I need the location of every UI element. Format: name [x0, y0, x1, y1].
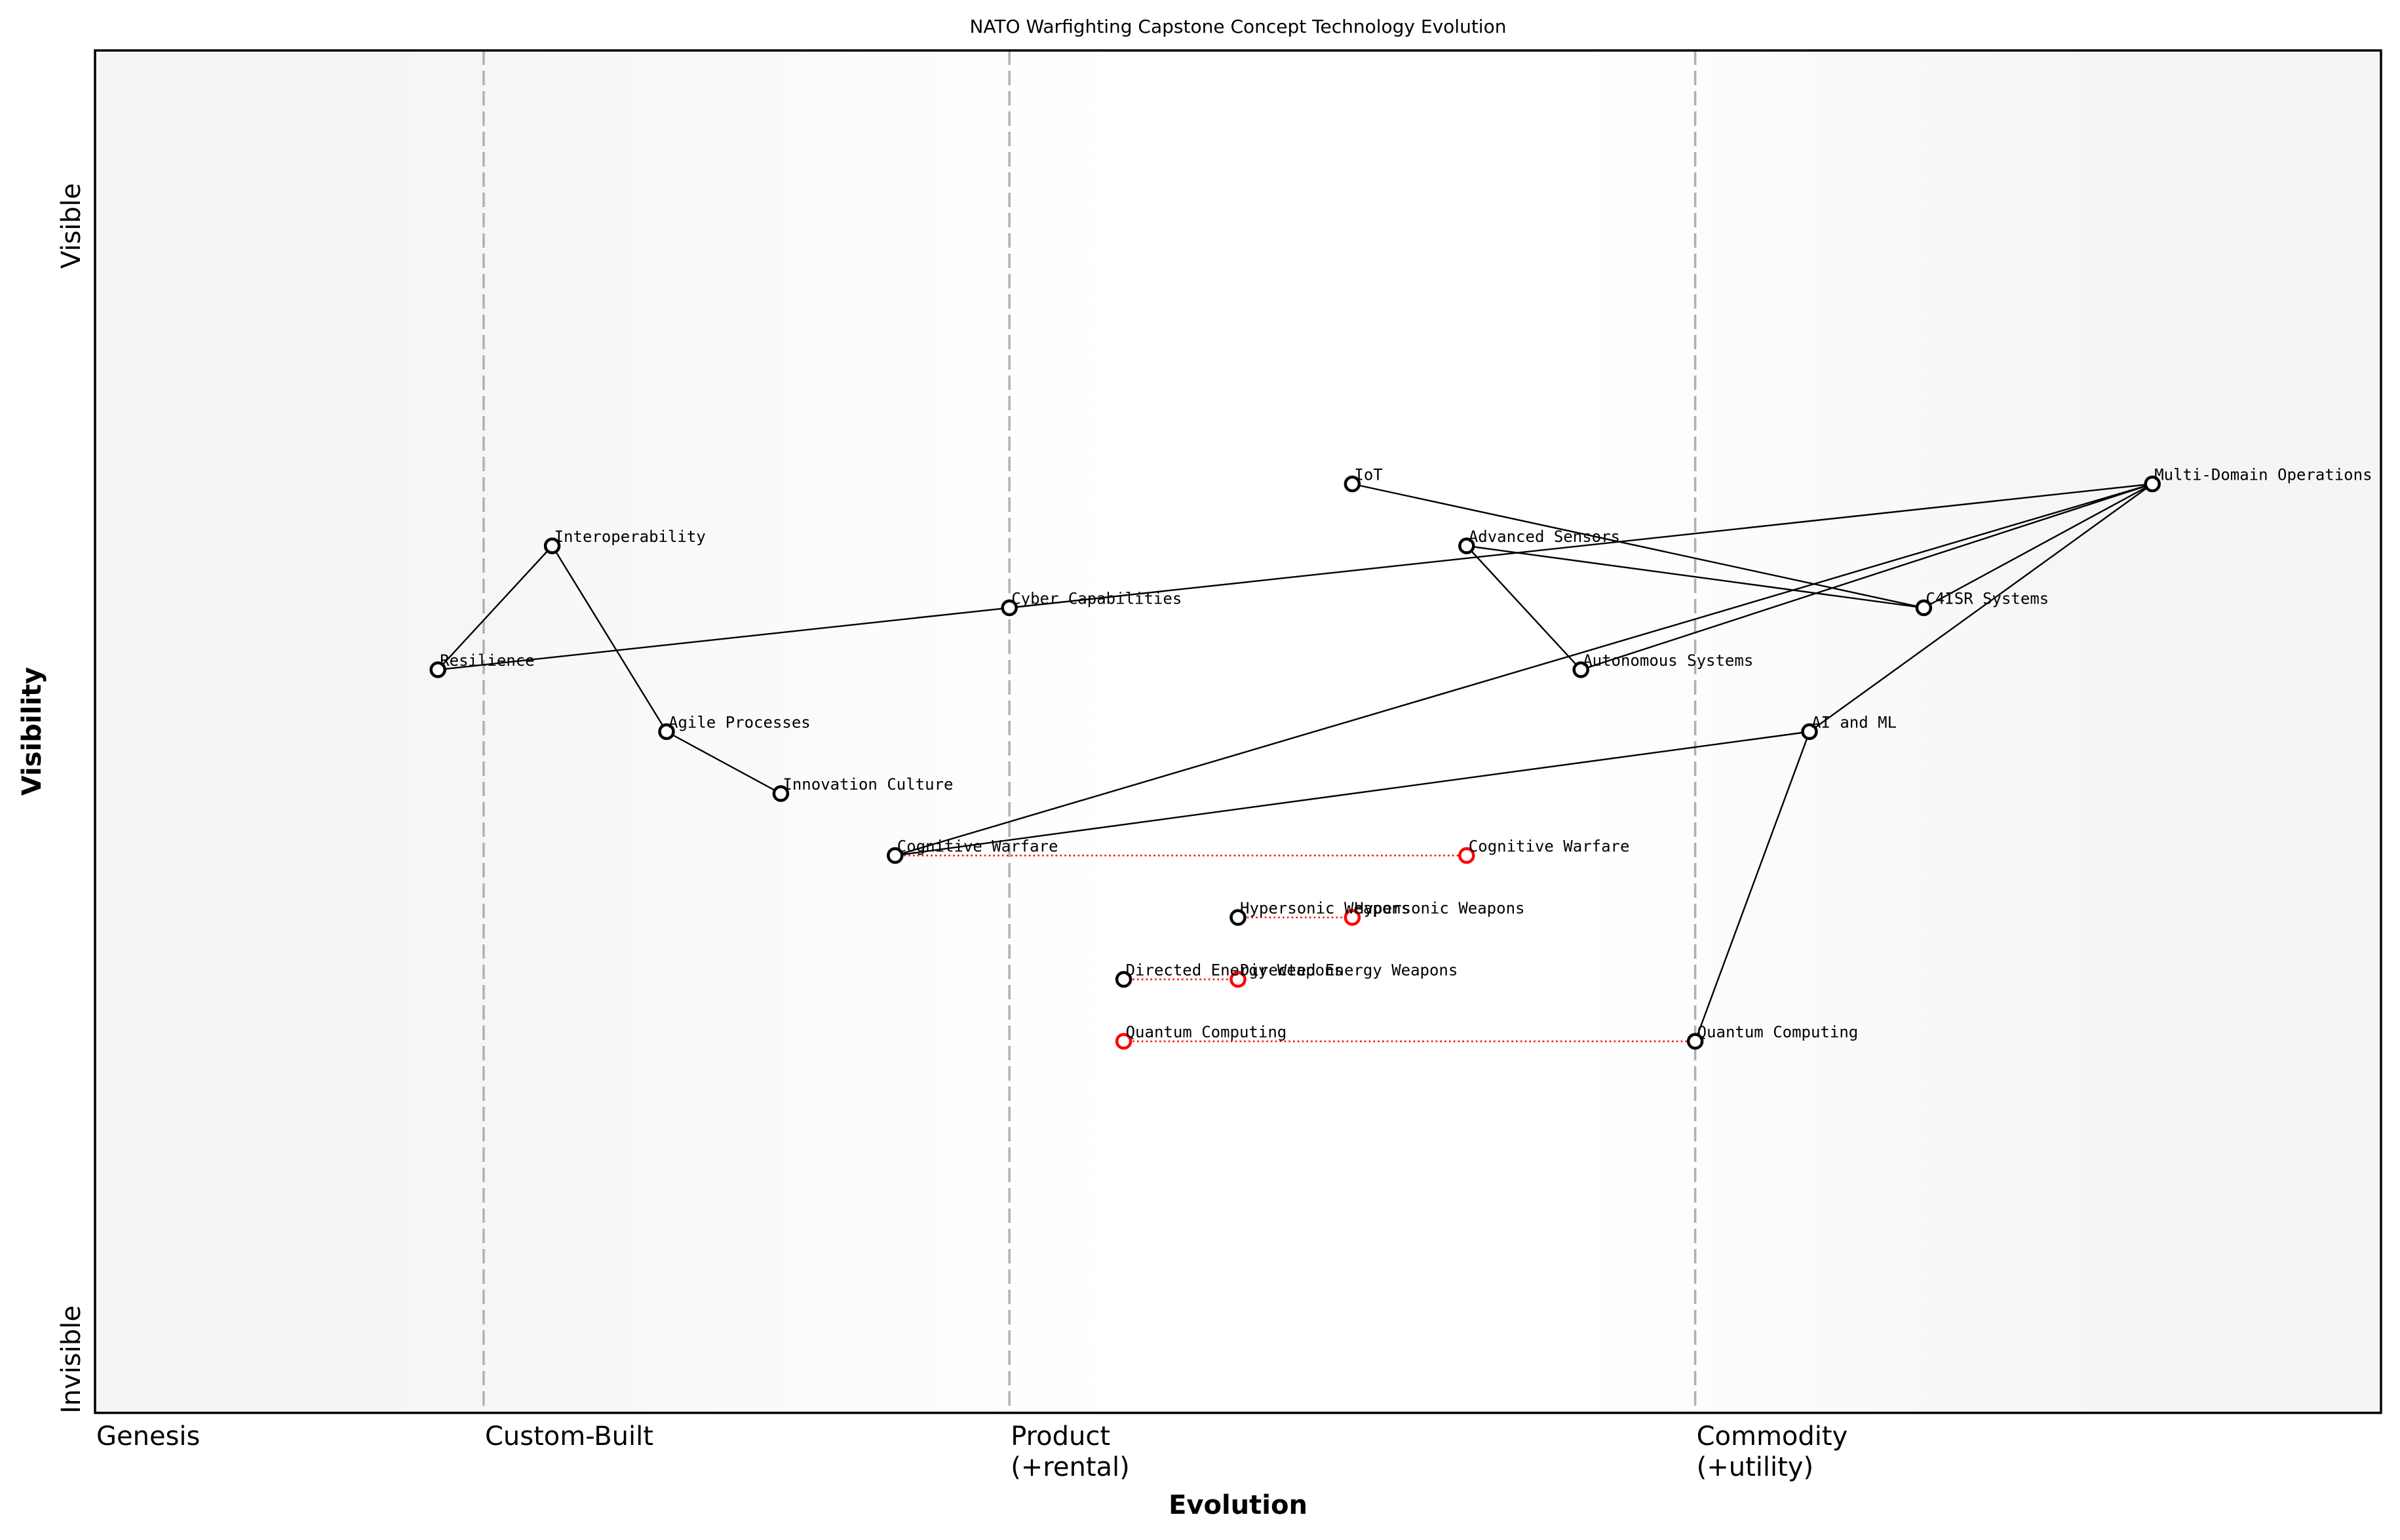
- dependency-edges: [437, 483, 2153, 1042]
- x-axis-title: Evolution: [1169, 1490, 1307, 1520]
- y-tick-visible: Visible: [56, 183, 87, 269]
- component-node-interoperability[interactable]: [543, 537, 561, 554]
- component-label: Advanced Sensors: [1469, 528, 1620, 546]
- x-tick-label: Custom-Built: [485, 1421, 653, 1452]
- component-node-cyber[interactable]: [1001, 599, 1018, 617]
- dependency-edge: [1580, 483, 2153, 671]
- y-tick-invisible: Invisible: [56, 1305, 87, 1414]
- component-node-cognitive-future[interactable]: [1458, 847, 1475, 864]
- evolution-movement-lines: [895, 855, 1695, 1043]
- component-nodes: [429, 475, 2161, 1050]
- component-node-quantum-future[interactable]: [1115, 1033, 1132, 1050]
- x-tick-label: Genesis: [96, 1421, 200, 1452]
- component-label: AI and ML: [1811, 714, 1897, 732]
- component-label: IoT: [1354, 466, 1382, 484]
- component-label: Autonomous Systems: [1583, 651, 1753, 670]
- component-node-aiml[interactable]: [1801, 723, 1818, 741]
- component-label: Innovation Culture: [783, 775, 953, 794]
- component-node-iot[interactable]: [1344, 475, 1361, 493]
- component-node-autonomous[interactable]: [1572, 661, 1589, 678]
- component-label: Directed Energy Weapons: [1240, 961, 1458, 980]
- dependency-edge: [666, 731, 781, 795]
- component-label: Cyber Capabilities: [1011, 590, 1182, 608]
- component-node-resilience[interactable]: [429, 661, 446, 678]
- dependency-edge: [895, 483, 2153, 857]
- plot-frame: [94, 49, 2382, 1414]
- dependency-edge: [1352, 483, 1924, 609]
- dependency-edge: [1809, 483, 2153, 733]
- component-label: Cognitive Warfare: [897, 837, 1058, 856]
- y-axis-title: Visibility: [17, 667, 47, 796]
- dependency-edge: [1923, 483, 2153, 609]
- dependency-edge: [437, 545, 553, 670]
- component-node-dew[interactable]: [1115, 971, 1132, 988]
- plot-background: [95, 50, 2381, 1413]
- component-node-cognitive[interactable]: [887, 847, 904, 864]
- x-tick-label: Product (+rental): [1011, 1421, 1130, 1482]
- component-node-innovation[interactable]: [772, 785, 790, 802]
- component-label: Interoperability: [554, 528, 706, 546]
- component-label: Multi-Domain Operations: [2154, 466, 2372, 484]
- evolution-stage-boundaries: [482, 50, 1697, 1413]
- component-node-dew-future[interactable]: [1229, 971, 1247, 988]
- component-node-quantum[interactable]: [1686, 1033, 1704, 1050]
- component-label: Agile Processes: [668, 714, 811, 732]
- component-node-c4isr[interactable]: [1915, 599, 1933, 617]
- dependency-edge: [1009, 483, 2153, 609]
- dependency-edge: [1694, 731, 1811, 1042]
- component-label: C4ISR Systems: [1926, 590, 2049, 608]
- x-axis-tick-labels: Genesis Custom-Built Product (+rental) Commo…: [96, 1421, 1848, 1482]
- component-node-hypersonic[interactable]: [1229, 909, 1247, 926]
- dependency-edge: [1466, 545, 1924, 609]
- component-node-hypersonic-future[interactable]: [1344, 909, 1361, 926]
- component-label: Directed Energy Weapons: [1126, 961, 1344, 980]
- dependency-edge: [1465, 545, 1582, 670]
- x-tick-label: Commodity (+utility): [1697, 1421, 1848, 1482]
- component-label: Quantum Computing: [1126, 1023, 1287, 1041]
- component-node-sensors[interactable]: [1458, 537, 1475, 554]
- component-label: Hypersonic Weapons: [1354, 899, 1524, 917]
- dependency-edge: [551, 545, 668, 733]
- component-label: Cognitive Warfare: [1469, 837, 1630, 856]
- chart-title: NATO Warfighting Capstone Concept Techno…: [970, 16, 1507, 37]
- component-label: Hypersonic Weapons: [1240, 899, 1410, 917]
- dependency-edge: [438, 607, 1010, 671]
- component-label: Quantum Computing: [1697, 1023, 1859, 1041]
- component-labels: Resilience Interoperability Agile Processe…: [440, 466, 2372, 1042]
- component-node-mdo[interactable]: [2144, 475, 2161, 493]
- component-node-agile[interactable]: [658, 723, 675, 741]
- dependency-edge: [895, 731, 1810, 857]
- component-label: Resilience: [440, 651, 535, 670]
